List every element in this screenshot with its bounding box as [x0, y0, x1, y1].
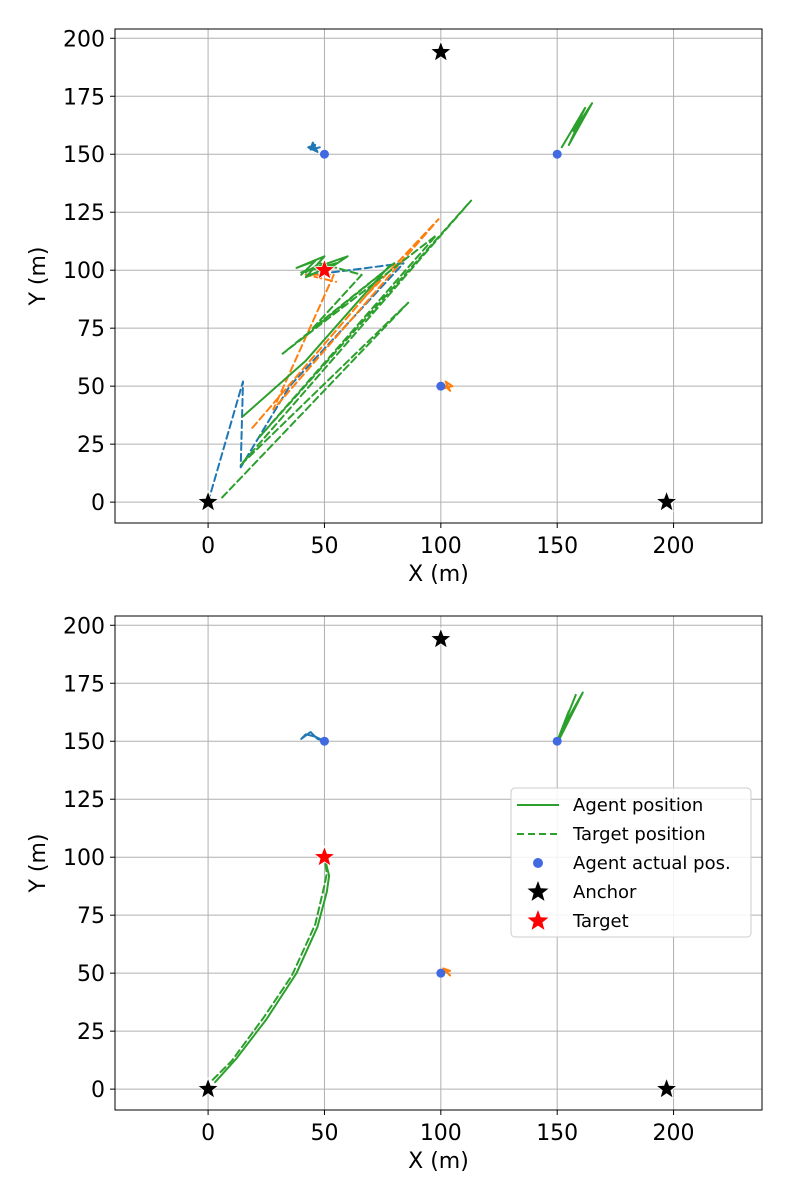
y-tick-label: 75 [77, 904, 105, 929]
x-tick-label: 0 [201, 534, 215, 559]
series-line-blue-solid [307, 141, 321, 153]
x-tick-label: 100 [420, 534, 462, 559]
x-tick-label: 50 [310, 534, 338, 559]
series-line-green-solid [556, 691, 584, 743]
y-tick-label: 50 [77, 962, 105, 987]
y-tick-label: 25 [77, 1020, 105, 1045]
agent-actual-point [319, 149, 329, 159]
bottom-chart: 0 50 100 150 200 0 25 50 75 100 125 150 175 200 X (m) Y… [26, 614, 763, 1174]
x-tick-label: 150 [536, 1121, 578, 1146]
y-tick-label: 200 [63, 27, 105, 52]
legend-label: Agent actual pos. [573, 853, 731, 874]
anchor-marker [655, 1076, 679, 1099]
y-tick-label: 125 [63, 201, 105, 226]
series-line-green-solid [560, 102, 594, 149]
legend-label: Target [572, 911, 629, 932]
x-tick-label: 50 [310, 1121, 338, 1146]
series-line-green-dashed [211, 856, 328, 1081]
y-tick-label: 175 [63, 85, 105, 110]
x-axis-label: X (m) [408, 1149, 469, 1174]
x-tick-label: 200 [653, 1121, 695, 1146]
legend: Agent position Target position Agent actua… [510, 787, 752, 938]
target-marker [312, 845, 337, 868]
y-tick-label: 125 [63, 788, 105, 813]
legend-label: Target position [572, 824, 706, 845]
y-tick-label: 25 [77, 433, 105, 458]
axes-frame [114, 28, 763, 524]
anchor-marker [429, 40, 453, 63]
y-axis-label: Y (m) [26, 246, 51, 306]
series-line-orange-solid [439, 967, 452, 977]
x-tick-label: 0 [201, 1121, 215, 1146]
y-axis-label: Y (m) [26, 833, 51, 893]
anchor-marker [655, 489, 679, 512]
y-tick-label: 0 [91, 1078, 105, 1103]
legend-label: Agent position [573, 795, 703, 816]
series-line-orange-solid [442, 380, 454, 392]
x-tick-label: 200 [653, 534, 695, 559]
legend-swatch [533, 858, 543, 868]
y-tick-label: 150 [63, 143, 105, 168]
series-line-green-dashed [221, 199, 473, 499]
series-line-blue-solid [300, 731, 326, 743]
series-line-green-solid [242, 264, 391, 418]
x-tick-label: 100 [420, 1121, 462, 1146]
y-tick-label: 0 [91, 491, 105, 516]
y-tick-label: 200 [63, 614, 105, 639]
legend-swatch [527, 910, 549, 930]
series-line-orange-dashed [251, 218, 440, 429]
legend-swatch [527, 881, 549, 901]
anchor-marker [196, 489, 220, 512]
x-tick-label: 150 [536, 534, 578, 559]
anchor-marker [429, 627, 453, 650]
y-tick-label: 150 [63, 730, 105, 755]
series-line-blue-dashed [207, 262, 405, 504]
y-tick-label: 100 [63, 259, 105, 284]
agent-actual-point [319, 736, 329, 746]
y-tick-label: 100 [63, 846, 105, 871]
axes-frame [114, 615, 763, 1111]
y-tick-label: 75 [77, 317, 105, 342]
y-tick-label: 175 [63, 672, 105, 697]
legend-label: Anchor [573, 882, 637, 903]
target-marker [312, 258, 337, 281]
agent-actual-point [552, 736, 562, 746]
agent-actual-point [436, 381, 446, 391]
anchor-marker [196, 1076, 220, 1099]
x-axis-label: X (m) [408, 562, 469, 587]
agent-actual-point [552, 149, 562, 159]
series-line-green-solid [214, 856, 331, 1084]
top-chart: 0 50 100 150 200 0 25 50 75 100 125 150 175 200 X (m) Y… [26, 27, 763, 587]
agent-actual-point [436, 968, 446, 978]
y-tick-label: 50 [77, 375, 105, 400]
